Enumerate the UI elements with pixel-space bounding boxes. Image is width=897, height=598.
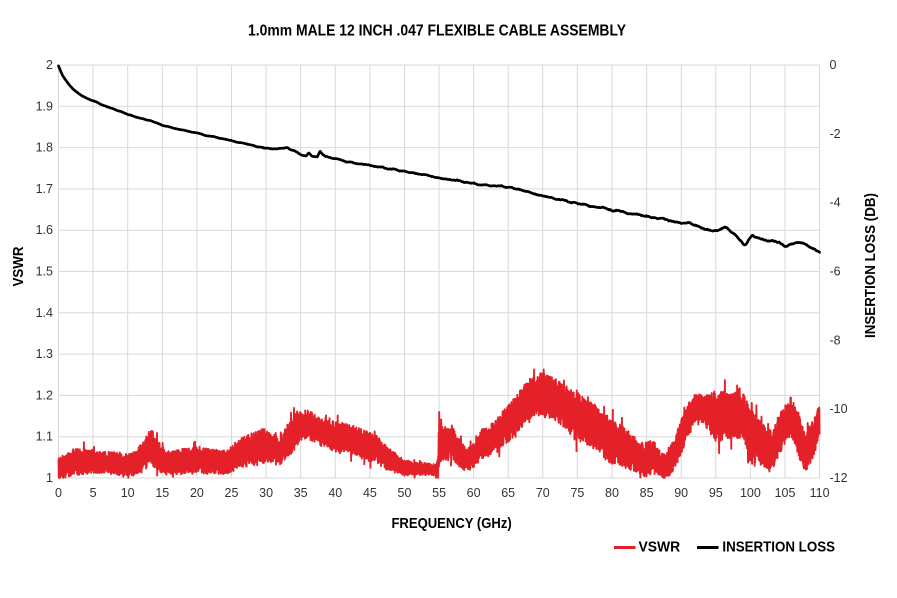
svg-text:10: 10 xyxy=(121,486,135,500)
svg-text:95: 95 xyxy=(709,486,723,500)
svg-text:1.9: 1.9 xyxy=(36,99,53,113)
svg-text:1.2: 1.2 xyxy=(36,388,53,402)
svg-text:-8: -8 xyxy=(830,333,841,347)
svg-text:1.8: 1.8 xyxy=(36,141,53,155)
svg-text:50: 50 xyxy=(398,486,412,500)
svg-text:-6: -6 xyxy=(830,265,841,279)
svg-text:75: 75 xyxy=(570,486,584,500)
svg-text:100: 100 xyxy=(740,486,761,500)
svg-text:1.7: 1.7 xyxy=(36,182,53,196)
svg-text:0: 0 xyxy=(55,486,62,500)
svg-text:55: 55 xyxy=(432,486,446,500)
svg-text:60: 60 xyxy=(467,486,481,500)
svg-text:-4: -4 xyxy=(830,196,841,210)
svg-text:FREQUENCY (GHz): FREQUENCY (GHz) xyxy=(391,515,511,532)
svg-text:-10: -10 xyxy=(830,402,848,416)
svg-text:40: 40 xyxy=(328,486,342,500)
svg-text:1.3: 1.3 xyxy=(36,347,53,361)
svg-text:INSERTION LOSS: INSERTION LOSS xyxy=(722,539,835,556)
svg-text:1.5: 1.5 xyxy=(36,265,53,279)
svg-text:1.4: 1.4 xyxy=(36,306,53,320)
svg-text:1: 1 xyxy=(46,471,53,485)
svg-text:35: 35 xyxy=(294,486,308,500)
svg-text:1.6: 1.6 xyxy=(36,223,53,237)
svg-text:80: 80 xyxy=(605,486,619,500)
svg-text:-12: -12 xyxy=(830,471,848,485)
svg-text:30: 30 xyxy=(259,486,273,500)
svg-text:20: 20 xyxy=(190,486,204,500)
svg-text:1.1: 1.1 xyxy=(36,430,53,444)
svg-text:110: 110 xyxy=(810,486,830,500)
svg-text:VSWR: VSWR xyxy=(10,246,27,286)
svg-text:INSERTION LOSS (DB): INSERTION LOSS (DB) xyxy=(862,193,879,338)
svg-text:45: 45 xyxy=(363,486,377,500)
svg-text:25: 25 xyxy=(225,486,239,500)
svg-text:105: 105 xyxy=(775,486,796,500)
svg-text:90: 90 xyxy=(674,486,688,500)
svg-text:70: 70 xyxy=(536,486,550,500)
svg-text:VSWR: VSWR xyxy=(639,539,681,556)
svg-text:2: 2 xyxy=(46,58,53,72)
svg-text:-2: -2 xyxy=(830,127,841,141)
svg-text:15: 15 xyxy=(155,486,169,500)
svg-text:0: 0 xyxy=(830,58,837,72)
svg-text:5: 5 xyxy=(90,486,97,500)
svg-text:85: 85 xyxy=(640,486,654,500)
svg-text:1.0mm MALE 12 INCH .047 FLEXIB: 1.0mm MALE 12 INCH .047 FLEXIBLE CABLE A… xyxy=(248,23,627,40)
svg-text:65: 65 xyxy=(501,486,515,500)
